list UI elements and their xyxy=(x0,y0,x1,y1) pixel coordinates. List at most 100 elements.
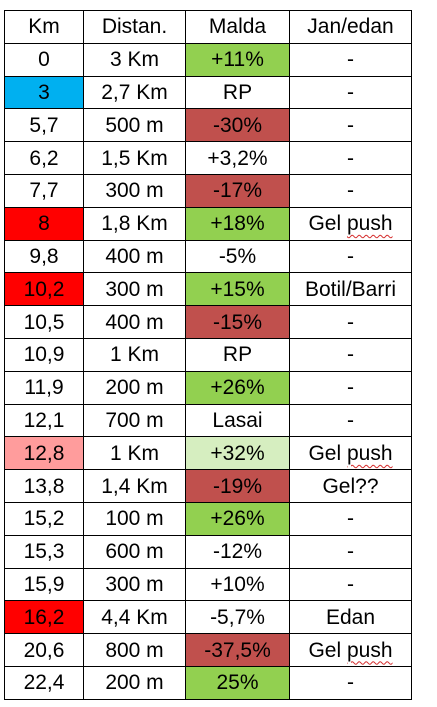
table-row: 5,7 500 m -30% - xyxy=(4,108,412,143)
cell-km: 11,9 xyxy=(4,370,84,405)
cell-note: - xyxy=(289,370,412,405)
cell-note: Gel?? xyxy=(289,469,412,503)
cell-km-text: 15,2 xyxy=(23,507,65,531)
cell-note-text: - xyxy=(347,179,354,203)
cell-km: 15,3 xyxy=(4,534,84,569)
cell-distance-text: 1,8 Km xyxy=(101,212,168,236)
cell-distance-text: 500 m xyxy=(105,113,164,137)
cell-note: - xyxy=(289,173,412,208)
cell-km-text: 10,5 xyxy=(23,310,65,334)
cell-note-text: - xyxy=(347,80,354,104)
cell-note-text: Gel?? xyxy=(322,474,379,498)
cell-slope-text: -30% xyxy=(212,113,263,137)
table-row: 15,3 600 m -12% - xyxy=(4,534,412,569)
cell-km: 3 xyxy=(4,75,84,110)
cell-slope: +15% xyxy=(185,272,290,307)
cell-km: 10,5 xyxy=(4,305,84,339)
cell-distance: 300 m xyxy=(83,567,186,602)
cell-km: 6,2 xyxy=(4,141,84,175)
cell-slope: -12% xyxy=(185,534,290,569)
cell-slope: +10% xyxy=(185,567,290,602)
cell-note: - xyxy=(289,403,412,438)
cell-km-text: 10,9 xyxy=(23,343,65,367)
cell-slope: -17% xyxy=(185,173,290,208)
cell-km: 7,7 xyxy=(4,173,84,208)
cell-distance: 200 m xyxy=(83,665,186,700)
cell-note-text: - xyxy=(347,48,354,72)
cell-slope: +3,2% xyxy=(185,141,290,175)
cell-distance-text: 300 m xyxy=(105,277,164,301)
cell-km: 5,7 xyxy=(4,108,84,143)
table-row: 16,2 4,4 Km -5,7% Edan xyxy=(4,600,412,635)
cell-note-text: - xyxy=(347,408,354,432)
cell-km: 10,9 xyxy=(4,337,84,372)
cell-note: Gel push xyxy=(289,206,412,241)
header-note: Jan/edan xyxy=(289,10,412,44)
cell-slope: Lasai xyxy=(185,403,290,438)
cell-slope-text: RP xyxy=(222,343,253,367)
header-km: Km xyxy=(4,10,84,44)
cell-slope-text: +26% xyxy=(210,507,265,531)
cell-slope: 25% xyxy=(185,665,290,700)
cell-slope-text: +10% xyxy=(210,572,265,596)
cell-note: - xyxy=(289,42,412,77)
table-row: 22,4 200 m 25% - xyxy=(4,665,412,700)
cell-slope-text: -19% xyxy=(212,474,263,498)
table-row: 10,9 1 Km RP - xyxy=(4,337,412,372)
cell-note-text: Gel push xyxy=(308,212,393,236)
cell-slope: RP xyxy=(185,75,290,110)
header-distance: Distan. xyxy=(83,10,186,44)
cell-km: 15,9 xyxy=(4,567,84,602)
table-row: 10,2 300 m +15% Botil/Barri xyxy=(4,272,412,307)
cell-km-text: 0 xyxy=(38,48,50,72)
cell-note: - xyxy=(289,665,412,700)
cell-km-text: 22,4 xyxy=(23,671,65,695)
cell-slope: RP xyxy=(185,337,290,372)
cell-slope: -19% xyxy=(185,469,290,503)
cell-km: 0 xyxy=(4,42,84,77)
table-row: 12,8 1 Km +32% Gel push xyxy=(4,436,412,471)
cell-note: - xyxy=(289,305,412,339)
cell-slope: +26% xyxy=(185,501,290,536)
cell-distance-text: 700 m xyxy=(105,408,164,432)
cell-distance: 1,4 Km xyxy=(83,469,186,503)
cell-km-text: 16,2 xyxy=(23,605,65,629)
cell-distance: 2,7 Km xyxy=(83,75,186,110)
table-row: 9,8 400 m -5% - xyxy=(4,239,412,274)
cell-distance-text: 400 m xyxy=(105,310,164,334)
cell-slope: -30% xyxy=(185,108,290,143)
cell-note-text: - xyxy=(347,507,354,531)
cell-km-text: 9,8 xyxy=(29,244,59,268)
cell-slope-text: -5% xyxy=(218,244,257,268)
cell-km-text: 15,3 xyxy=(23,540,65,564)
cell-km-text: 8 xyxy=(38,212,50,236)
table-row: 7,7 300 m -17% - xyxy=(4,173,412,208)
table-row: 11,9 200 m +26% - xyxy=(4,370,412,405)
cell-slope: +11% xyxy=(185,42,290,77)
cell-slope-text: RP xyxy=(222,80,253,104)
cell-distance-text: 600 m xyxy=(105,540,164,564)
cell-distance: 800 m xyxy=(83,633,186,667)
cell-km-text: 12,8 xyxy=(23,441,65,465)
table-body: 0 3 Km +11% - 3 2,7 Km RP - 5,7 500 m -30% - 6,2 1,5 … xyxy=(4,42,412,700)
cell-note-text: - xyxy=(347,343,354,367)
cell-slope: -15% xyxy=(185,305,290,339)
cell-slope-text: -17% xyxy=(212,179,263,203)
cell-distance: 4,4 Km xyxy=(83,600,186,635)
cell-distance-text: 400 m xyxy=(105,244,164,268)
cell-km-text: 12,1 xyxy=(23,408,65,432)
table-row: 8 1,8 Km +18% Gel push xyxy=(4,206,412,241)
cell-km: 22,4 xyxy=(4,665,84,700)
cell-slope-text: +32% xyxy=(210,441,265,465)
cell-distance-text: 100 m xyxy=(105,507,164,531)
cell-note: - xyxy=(289,239,412,274)
cell-note: - xyxy=(289,141,412,175)
cell-km-text: 6,2 xyxy=(29,146,59,170)
cell-slope: -37,5% xyxy=(185,633,290,667)
cell-km: 10,2 xyxy=(4,272,84,307)
cell-km-text: 20,6 xyxy=(23,638,65,662)
cell-km-text: 3 xyxy=(38,80,50,104)
cell-distance-text: 3 Km xyxy=(109,48,159,72)
cell-slope-text: +11% xyxy=(211,48,264,72)
header-row: Km Distan. Malda Jan/edan xyxy=(4,10,412,44)
